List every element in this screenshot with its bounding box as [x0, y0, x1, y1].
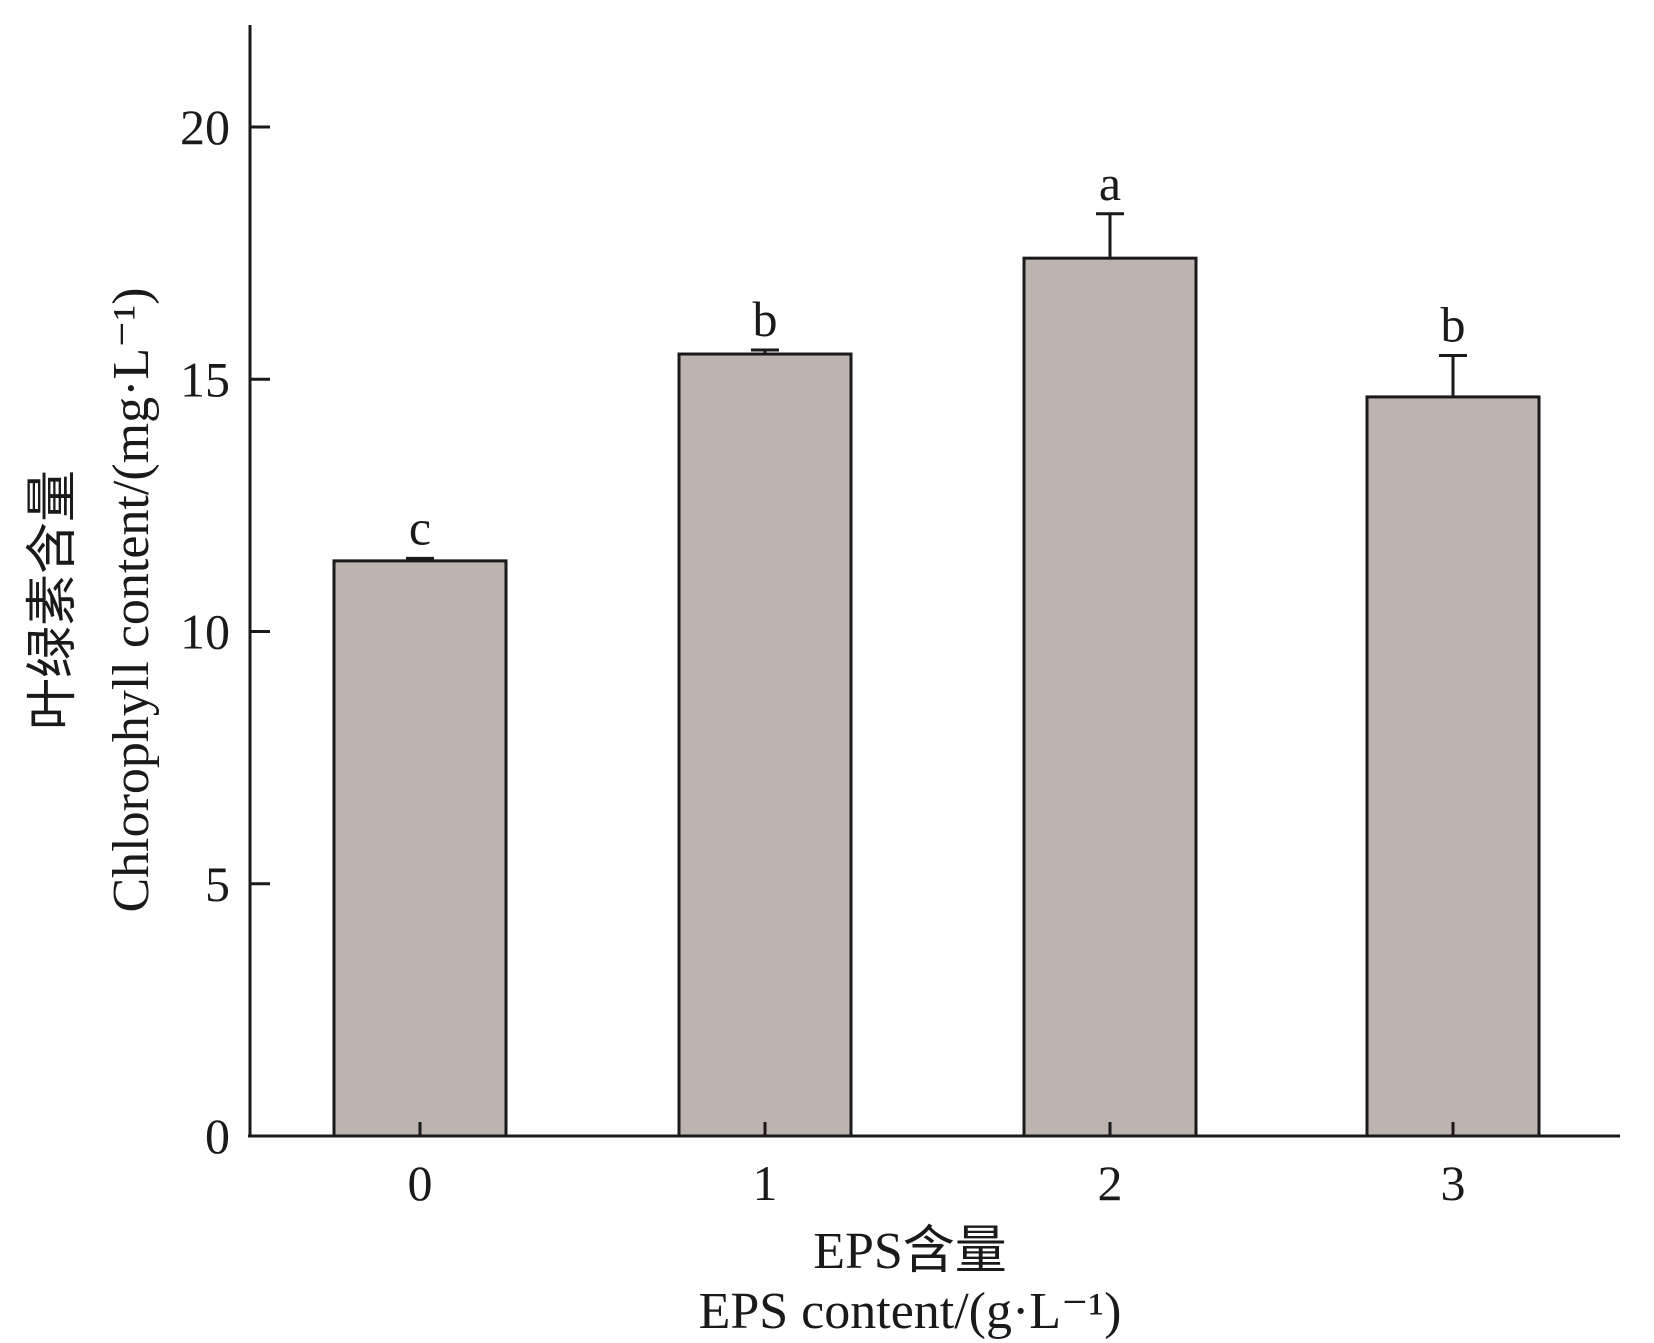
x-ticks: 0 1 2 3: [408, 1122, 1466, 1211]
y-tick-label-0: 0: [205, 1108, 230, 1164]
y-axis-title-en: Chlorophyll content/(mg·L⁻¹): [103, 287, 160, 912]
x-axis-title-en: EPS content/(g·L⁻¹): [699, 1283, 1122, 1340]
x-tick-label-1: 1: [753, 1155, 778, 1211]
y-axis-title-cn: 叶绿素含量: [25, 470, 82, 730]
bar-0: [332, 559, 508, 1138]
y-tick-label-20: 20: [180, 99, 230, 155]
bar-2: [1022, 256, 1198, 1138]
y-tick-label-15: 15: [180, 351, 230, 407]
significance-labels: c b a b: [409, 155, 1466, 556]
bars: [332, 256, 1541, 1138]
x-tick-label-3: 3: [1441, 1155, 1466, 1211]
x-tick-label-2: 2: [1098, 1155, 1123, 1211]
y-tick-label-5: 5: [205, 856, 230, 912]
bar-1: [677, 352, 853, 1138]
x-axis-title-cn: EPS含量: [813, 1223, 1007, 1280]
significance-label-1: b: [753, 291, 778, 347]
bar-3: [1365, 395, 1541, 1138]
y-tick-label-10: 10: [180, 604, 230, 660]
significance-label-0: c: [409, 499, 431, 555]
error-bars: [406, 212, 1467, 561]
x-tick-label-0: 0: [408, 1155, 433, 1211]
y-ticks: 0 5 10 15 20: [180, 99, 270, 1164]
significance-label-2: a: [1099, 155, 1121, 211]
significance-label-3: b: [1441, 297, 1466, 353]
